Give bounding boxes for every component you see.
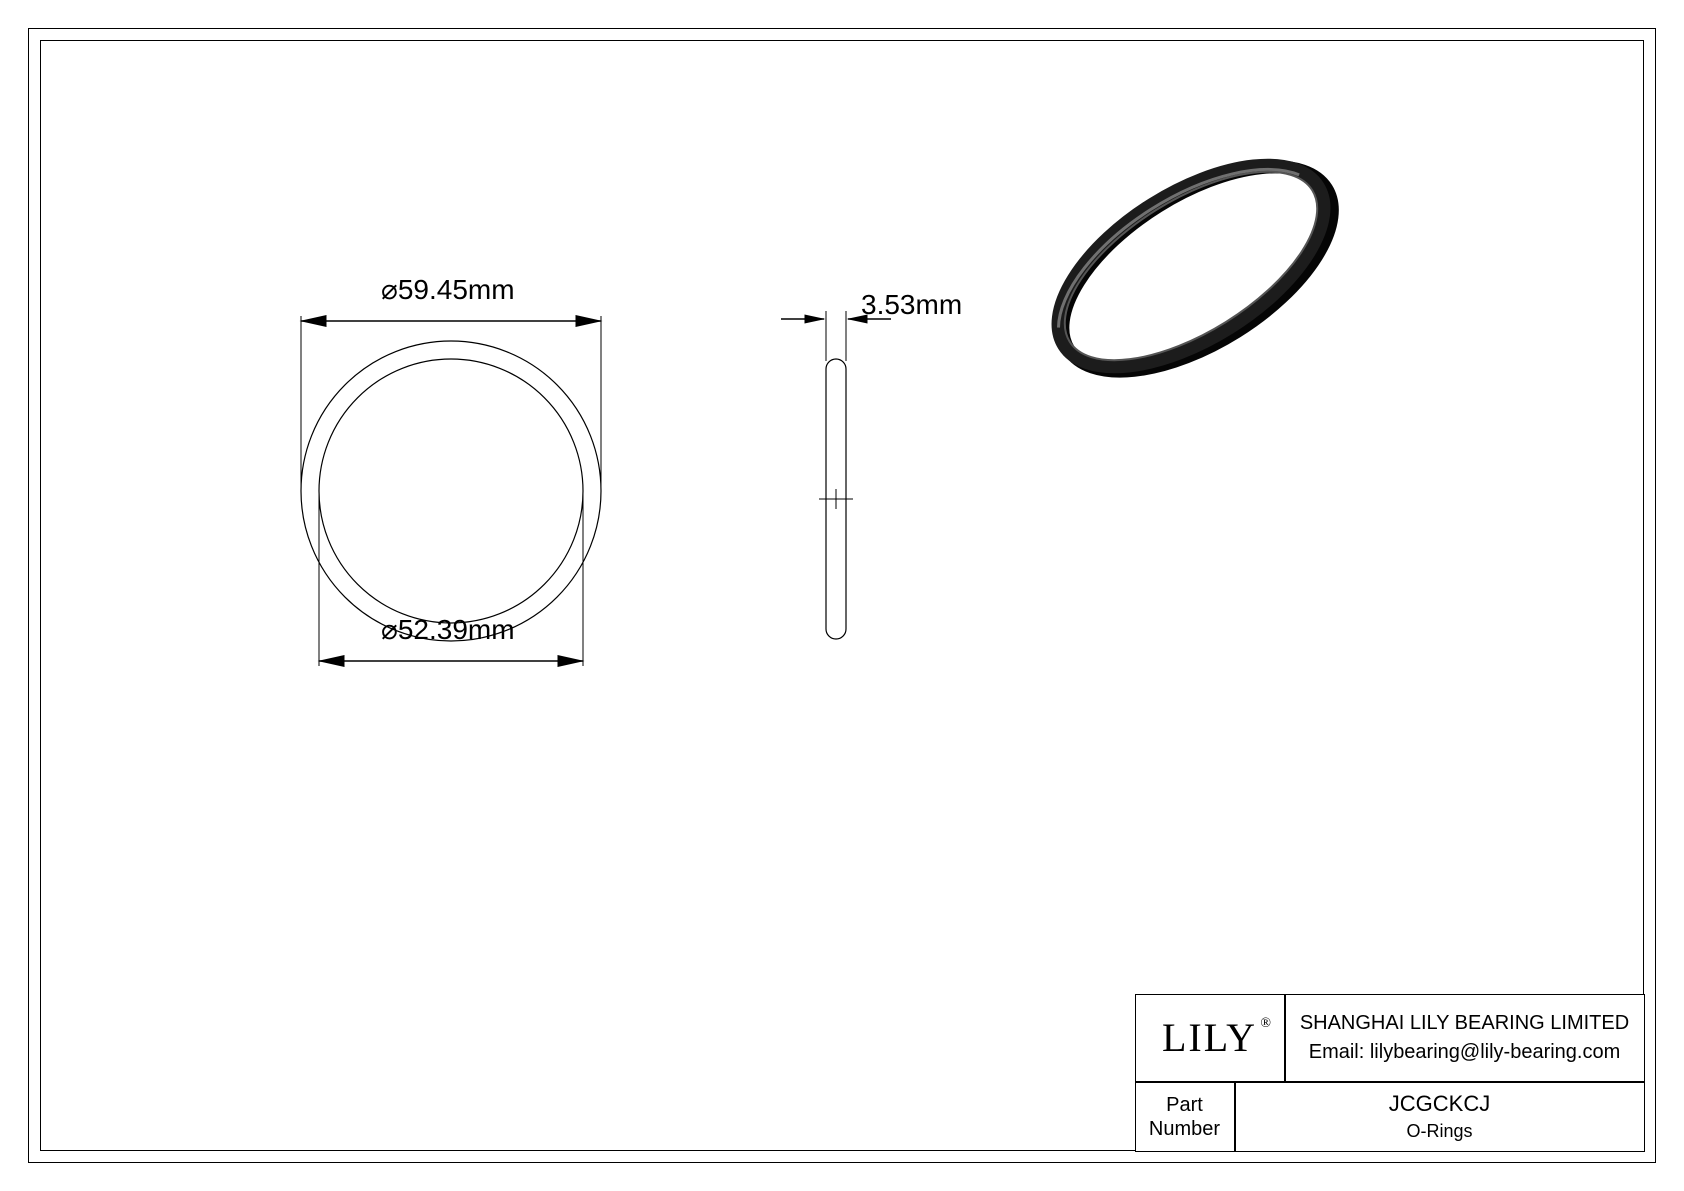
logo-text: LILY® [1162, 1014, 1257, 1061]
side-view [781, 311, 891, 639]
part-description: O-Rings [1406, 1121, 1472, 1142]
oring-3d-render [1025, 121, 1366, 413]
thickness-label: 3.53mm [861, 289, 962, 321]
logo-cell: LILY® [1135, 994, 1285, 1082]
part-number-label-line2: Number [1149, 1117, 1220, 1141]
logo-main: LILY [1162, 1015, 1257, 1060]
inner-diameter-label: ⌀52.39mm [381, 613, 515, 646]
part-number-value-cell: JCGCKCJ O-Rings [1235, 1082, 1645, 1152]
company-cell: SHANGHAI LILY BEARING LIMITED Email: lil… [1285, 994, 1645, 1082]
company-name: SHANGHAI LILY BEARING LIMITED [1300, 1012, 1629, 1035]
title-block: LILY® SHANGHAI LILY BEARING LIMITED Emai… [1135, 994, 1645, 1152]
drawing-canvas [41, 41, 1645, 1152]
inner-frame: ⌀59.45mm ⌀52.39mm 3.53mm LILY® SHANGHAI … [40, 40, 1644, 1151]
company-email: Email: lilybearing@lily-bearing.com [1309, 1041, 1621, 1064]
part-number: JCGCKCJ [1389, 1091, 1490, 1117]
part-number-label: Part Number [1135, 1082, 1235, 1152]
part-number-label-line1: Part [1166, 1093, 1203, 1117]
outer-diameter-label: ⌀59.45mm [381, 273, 515, 306]
logo-registered-icon: ® [1260, 1016, 1273, 1032]
